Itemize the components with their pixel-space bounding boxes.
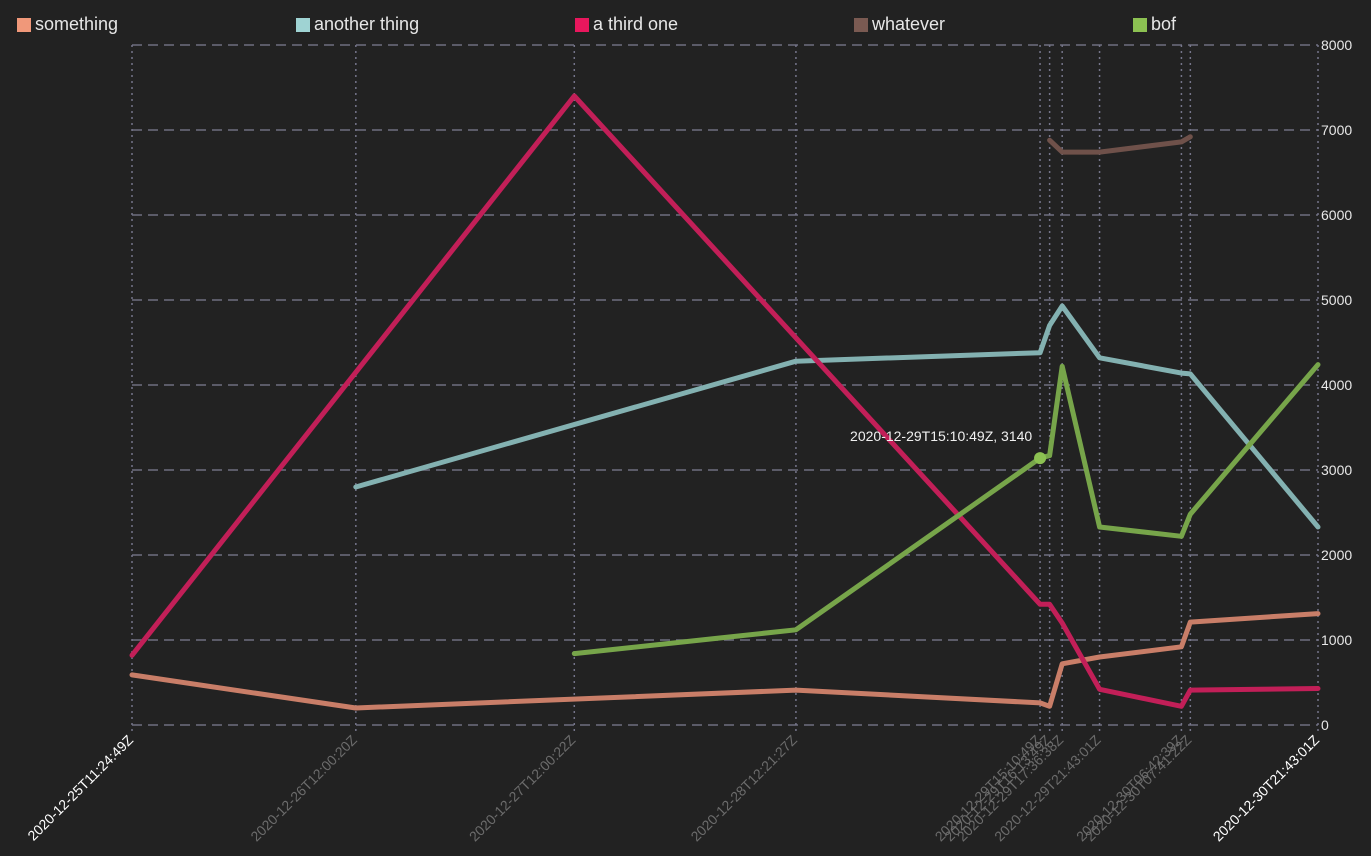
legend-swatch [17,17,31,32]
legend-item-a-third-one[interactable]: a third one [575,14,678,35]
y-tick-label: 3000 [1321,462,1352,478]
legend-item-something[interactable]: something [17,14,118,35]
legend-swatch [575,17,589,32]
x-tick-label: 2020-12-26T12:00:20Z [247,731,360,844]
x-tick-label: 2020-12-30T21:43:01Z [1210,731,1323,844]
y-tick-label: 4000 [1321,377,1352,393]
legend-swatch [1133,17,1147,32]
legend-swatch [854,17,868,32]
legend-item-another-thing[interactable]: another thing [296,14,419,35]
x-tick-label: 2020-12-25T11:24:49Z [24,732,136,844]
y-tick-label: 0 [1321,717,1329,733]
hover-tooltip: 2020-12-29T15:10:49Z, 3140 [850,428,1033,445]
legend-item-bof[interactable]: bof [1133,14,1176,35]
y-tick-label: 5000 [1321,292,1352,308]
y-tick-label: 8000 [1321,37,1352,53]
x-tick-label: 2020-12-27T12:00:22Z [466,731,579,844]
legend-label: another thing [314,14,420,34]
y-tick-label: 2000 [1321,547,1352,563]
legend-item-whatever[interactable]: whatever [854,14,945,35]
y-tick-label: 1000 [1321,632,1352,648]
highlight-point [1034,452,1047,465]
chart-legend: something another thing a third one whateve… [0,14,1371,38]
legend-label: bof [1151,14,1177,34]
x-tick-label: 2020-12-30T07:41:22Z [1082,731,1195,844]
series-line-a-third-one [129,93,1321,709]
y-tick-label: 6000 [1321,207,1352,223]
series-line-something [129,611,1321,711]
legend-label: something [35,14,119,34]
series-line-bof [571,362,1321,657]
legend-label: whatever [872,14,946,34]
series-line-whatever [1047,134,1193,155]
legend-swatch [296,17,310,32]
x-tick-label: 2020-12-28T12:21:27Z [687,731,800,844]
y-tick-label: 7000 [1321,122,1352,138]
legend-label: a third one [593,14,679,34]
series-line-another-thing [353,303,1321,530]
